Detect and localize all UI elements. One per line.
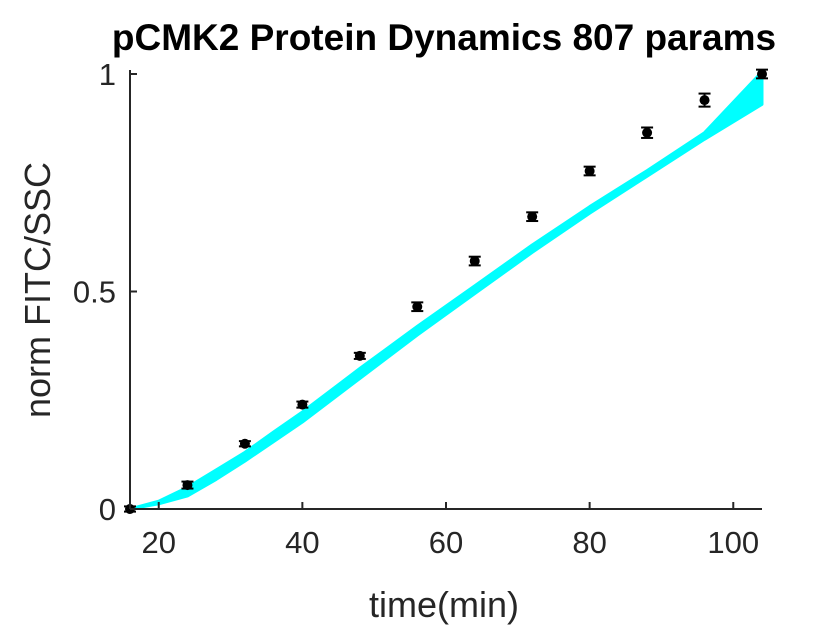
y-tick-label: 0.5 <box>73 275 116 310</box>
data-point <box>239 438 250 449</box>
data-point <box>182 480 193 491</box>
data-point-group <box>583 165 596 177</box>
data-point-group <box>526 211 539 223</box>
data-point <box>297 399 308 410</box>
x-axis-label: time(min) <box>369 584 519 625</box>
x-tick-label: 60 <box>429 525 463 560</box>
data-points-layer <box>124 68 768 514</box>
model-band-layer <box>128 70 764 511</box>
data-point-group <box>468 255 481 267</box>
data-point <box>527 211 538 222</box>
data-point <box>412 301 423 312</box>
data-point-group <box>296 399 309 410</box>
data-point-group <box>181 480 194 491</box>
data-point-group <box>698 92 711 108</box>
x-tick-label: 80 <box>572 525 606 560</box>
x-tick-label: 20 <box>141 525 175 560</box>
y-tick-label: 1 <box>99 57 116 92</box>
data-point <box>757 69 767 79</box>
data-point <box>354 350 365 361</box>
data-point-group <box>756 68 768 80</box>
data-point <box>699 95 710 106</box>
data-point-group <box>238 438 251 449</box>
data-point <box>642 127 653 138</box>
data-point <box>469 256 480 267</box>
data-point-group <box>353 350 366 361</box>
data-point-group <box>411 301 424 313</box>
axes-layer: 20 40 60 80 100 0 0.5 1 <box>73 57 762 560</box>
y-tick-label: 0 <box>99 492 116 527</box>
data-point <box>584 166 595 177</box>
chart-title: pCMK2 Protein Dynamics 807 params <box>112 17 776 58</box>
x-tick-label: 100 <box>707 525 759 560</box>
x-tick-label: 40 <box>285 525 319 560</box>
y-axis-label: norm FITC/SSC <box>17 162 58 418</box>
model-band <box>128 70 764 511</box>
data-point-group <box>641 126 654 139</box>
